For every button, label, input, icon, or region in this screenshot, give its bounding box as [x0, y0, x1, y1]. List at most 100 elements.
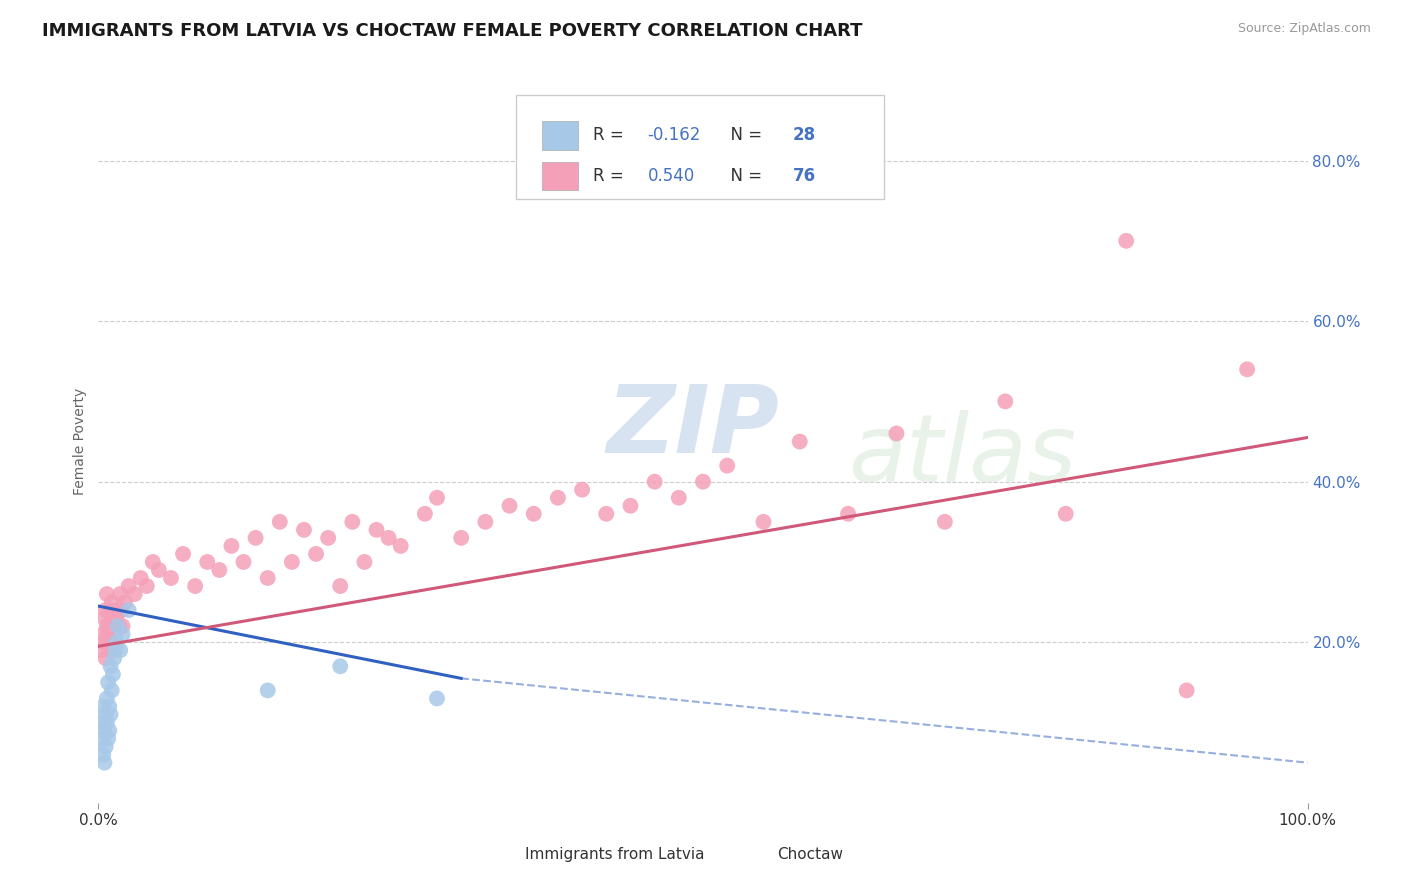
- Point: [111, 619, 134, 633]
- Point: [142, 555, 165, 569]
- Point: [1236, 362, 1258, 376]
- Point: [100, 603, 122, 617]
- Point: [994, 394, 1017, 409]
- Point: [114, 595, 136, 609]
- Point: [837, 507, 859, 521]
- Point: [93, 756, 115, 770]
- Point: [1054, 507, 1077, 521]
- Point: [91, 643, 114, 657]
- Point: [97, 731, 120, 746]
- Point: [96, 691, 118, 706]
- Point: [934, 515, 956, 529]
- Point: [716, 458, 738, 473]
- Point: [752, 515, 775, 529]
- Text: N =: N =: [720, 167, 768, 185]
- Point: [886, 426, 908, 441]
- Point: [547, 491, 569, 505]
- Point: [91, 747, 114, 762]
- Point: [108, 619, 131, 633]
- Bar: [543, 161, 578, 191]
- Text: -0.162: -0.162: [647, 127, 700, 145]
- Point: [426, 691, 449, 706]
- Point: [195, 555, 218, 569]
- Point: [90, 715, 112, 730]
- Text: Choctaw: Choctaw: [776, 847, 842, 863]
- Point: [96, 715, 118, 730]
- Point: [160, 571, 183, 585]
- Point: [232, 555, 254, 569]
- Point: [98, 723, 121, 738]
- Point: [450, 531, 472, 545]
- Text: 28: 28: [793, 127, 815, 145]
- Point: [413, 507, 436, 521]
- Point: [292, 523, 315, 537]
- Point: [94, 707, 117, 722]
- Point: [110, 603, 132, 617]
- Text: 76: 76: [793, 167, 815, 185]
- Bar: [543, 121, 578, 150]
- Point: [245, 531, 267, 545]
- Point: [93, 635, 115, 649]
- Point: [105, 611, 128, 625]
- Text: IMMIGRANTS FROM LATVIA VS CHOCTAW FEMALE POVERTY CORRELATION CHART: IMMIGRANTS FROM LATVIA VS CHOCTAW FEMALE…: [42, 22, 863, 40]
- Point: [94, 603, 117, 617]
- Point: [595, 507, 617, 521]
- Point: [184, 579, 207, 593]
- Point: [97, 675, 120, 690]
- Point: [208, 563, 231, 577]
- Point: [94, 651, 117, 665]
- Point: [281, 555, 304, 569]
- Point: [107, 603, 129, 617]
- Point: [571, 483, 593, 497]
- Point: [129, 571, 152, 585]
- Point: [104, 643, 127, 657]
- Text: Source: ZipAtlas.com: Source: ZipAtlas.com: [1237, 22, 1371, 36]
- Point: [100, 707, 122, 722]
- Point: [103, 619, 125, 633]
- Point: [98, 635, 121, 649]
- Point: [111, 627, 134, 641]
- Point: [342, 515, 364, 529]
- Point: [474, 515, 496, 529]
- Point: [91, 627, 114, 641]
- Point: [619, 499, 641, 513]
- Point: [124, 587, 146, 601]
- Point: [101, 667, 124, 681]
- Point: [389, 539, 412, 553]
- Text: R =: R =: [593, 167, 628, 185]
- Point: [91, 731, 114, 746]
- Point: [98, 699, 121, 714]
- Point: [256, 571, 278, 585]
- Text: atlas: atlas: [848, 410, 1077, 501]
- Point: [108, 643, 131, 657]
- Point: [523, 507, 546, 521]
- Point: [96, 587, 118, 601]
- Point: [98, 619, 121, 633]
- Bar: [742, 844, 769, 865]
- Point: [91, 699, 114, 714]
- Point: [118, 579, 141, 593]
- Point: [668, 491, 690, 505]
- Point: [93, 723, 115, 738]
- Point: [100, 683, 122, 698]
- Point: [101, 635, 124, 649]
- Point: [353, 555, 375, 569]
- Point: [172, 547, 194, 561]
- Point: [1115, 234, 1137, 248]
- Point: [366, 523, 388, 537]
- Point: [100, 659, 122, 673]
- Point: [644, 475, 666, 489]
- Point: [789, 434, 811, 449]
- Point: [1175, 683, 1198, 698]
- Point: [94, 739, 117, 754]
- Text: R =: R =: [593, 127, 628, 145]
- Point: [269, 515, 291, 529]
- Point: [100, 611, 122, 625]
- Point: [256, 683, 278, 698]
- Point: [498, 499, 520, 513]
- Point: [103, 651, 125, 665]
- Point: [329, 579, 352, 593]
- Point: [100, 595, 122, 609]
- Point: [305, 547, 328, 561]
- Point: [97, 627, 120, 641]
